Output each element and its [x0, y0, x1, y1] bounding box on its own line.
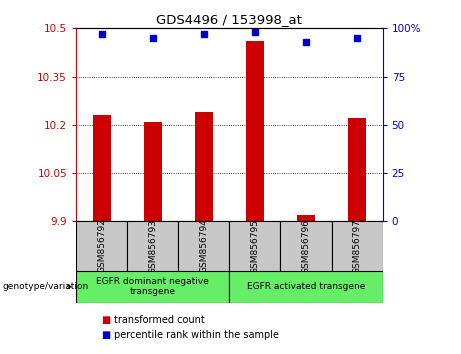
Text: ■: ■	[101, 315, 111, 325]
Bar	[246, 41, 264, 221]
Bar	[127, 221, 178, 271]
Text: EGFR dominant negative
transgene: EGFR dominant negative transgene	[96, 277, 209, 296]
Text: GSM856797: GSM856797	[353, 218, 361, 274]
Text: genotype/variation: genotype/variation	[2, 282, 89, 291]
Bar	[178, 221, 229, 271]
Text: GSM856794: GSM856794	[199, 218, 208, 274]
Text: ■: ■	[101, 330, 111, 339]
Bar	[76, 271, 229, 303]
Text: GSM856796: GSM856796	[301, 218, 311, 274]
Bar	[280, 221, 331, 271]
Bar	[144, 121, 162, 221]
Title: GDS4496 / 153998_at: GDS4496 / 153998_at	[156, 13, 302, 26]
Text: GSM856793: GSM856793	[148, 218, 157, 274]
Bar	[348, 118, 366, 221]
Text: EGFR activated transgene: EGFR activated transgene	[247, 282, 365, 291]
Bar	[331, 221, 383, 271]
Bar	[76, 221, 127, 271]
Text: GSM856792: GSM856792	[97, 218, 106, 274]
Bar	[195, 112, 213, 221]
Bar	[229, 271, 383, 303]
Bar	[297, 215, 315, 221]
Text: transformed count: transformed count	[114, 315, 205, 325]
Text: GSM856795: GSM856795	[250, 218, 260, 274]
Bar	[93, 115, 111, 221]
Text: percentile rank within the sample: percentile rank within the sample	[114, 330, 279, 339]
Bar	[229, 221, 280, 271]
